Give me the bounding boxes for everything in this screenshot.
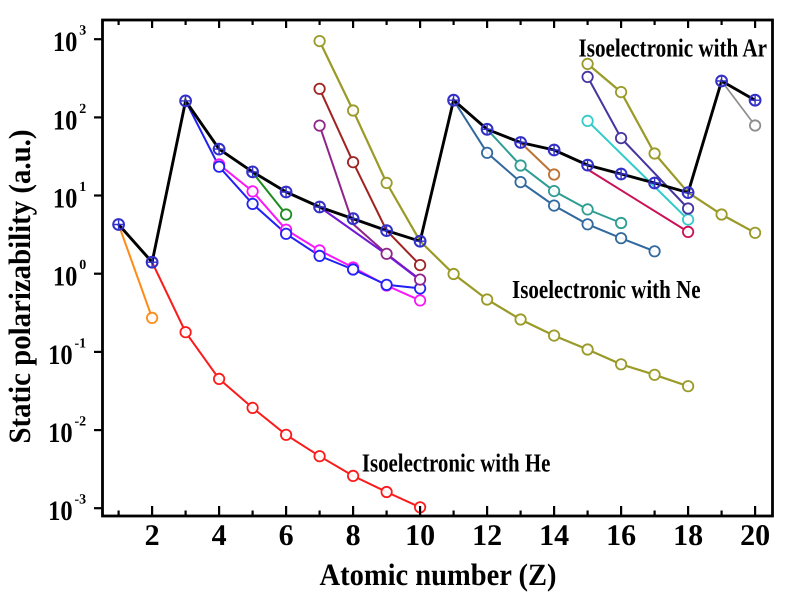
svg-text:Static polarizability (a.u.): Static polarizability (a.u.) <box>2 130 37 444</box>
svg-text:10: 10 <box>53 105 78 136</box>
svg-text:12: 12 <box>472 519 502 552</box>
svg-text:Isoelectronic with Ar: Isoelectronic with Ar <box>579 34 768 63</box>
svg-text:20: 20 <box>740 519 770 552</box>
svg-text:-3: -3 <box>75 493 87 508</box>
svg-text:14: 14 <box>539 519 569 552</box>
svg-text:-2: -2 <box>75 414 87 429</box>
svg-text:10: 10 <box>53 183 78 214</box>
svg-text:2: 2 <box>145 519 160 552</box>
svg-text:Atomic number (Z): Atomic number (Z) <box>320 557 557 592</box>
svg-text:10: 10 <box>405 519 435 552</box>
svg-text:10: 10 <box>48 418 73 449</box>
svg-text:2: 2 <box>79 102 86 117</box>
svg-text:4: 4 <box>212 519 227 552</box>
svg-text:16: 16 <box>606 519 636 552</box>
svg-text:1: 1 <box>79 180 86 195</box>
svg-text:10: 10 <box>53 262 78 293</box>
svg-text:10: 10 <box>48 496 73 527</box>
svg-text:3: 3 <box>79 24 86 39</box>
svg-text:-1: -1 <box>75 336 87 351</box>
svg-text:0: 0 <box>79 258 86 273</box>
svg-text:Isoelectronic with He: Isoelectronic with He <box>362 448 551 477</box>
svg-text:8: 8 <box>346 519 361 552</box>
svg-text:6: 6 <box>279 519 294 552</box>
svg-text:10: 10 <box>48 340 73 371</box>
svg-text:Isoelectronic with Ne: Isoelectronic with Ne <box>512 275 701 304</box>
svg-text:10: 10 <box>53 27 78 58</box>
svg-text:18: 18 <box>673 519 703 552</box>
